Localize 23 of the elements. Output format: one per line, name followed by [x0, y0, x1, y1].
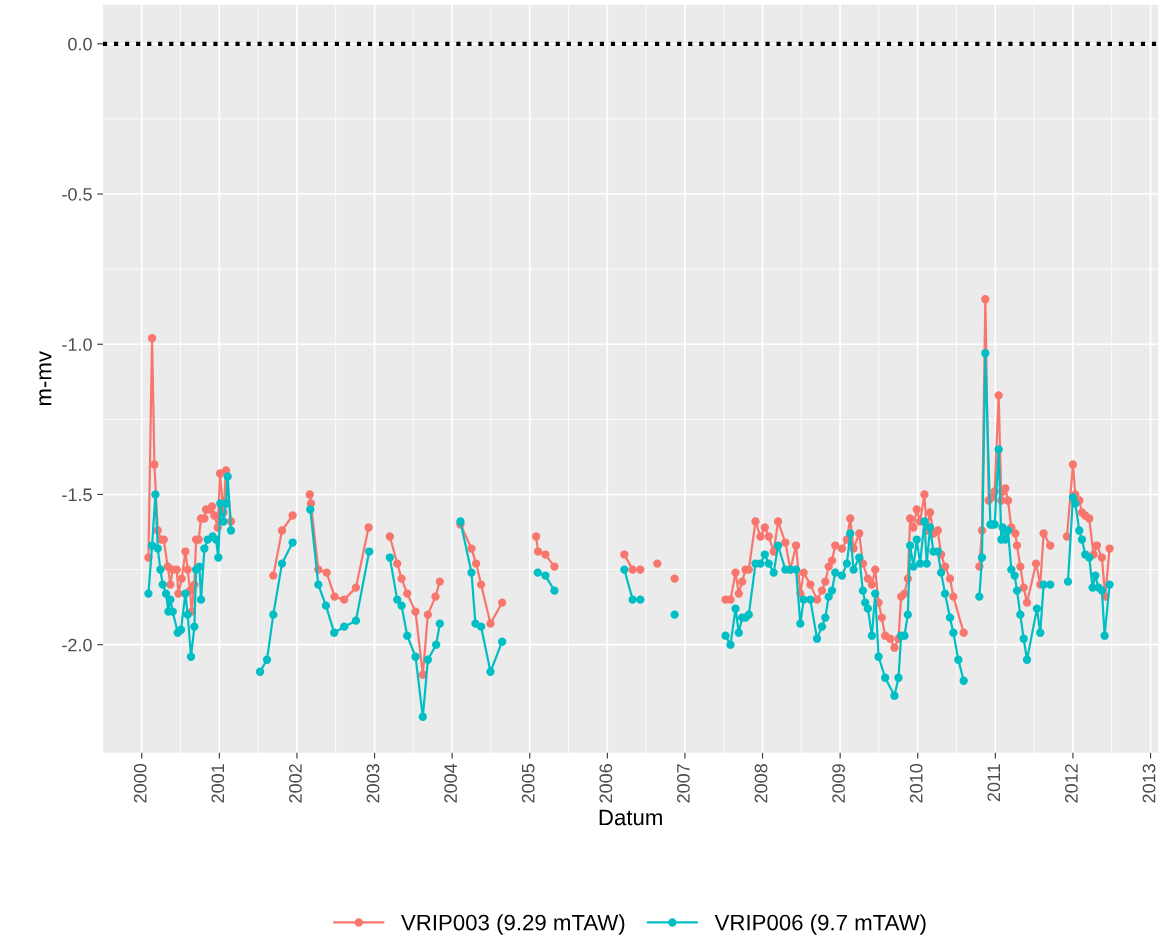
y-tick-label: 0.0 [68, 37, 92, 51]
x-tick-label: 2011 [987, 764, 1001, 802]
x-tick-label: 2008 [754, 764, 768, 803]
x-tick-label: 2006 [599, 764, 613, 803]
x-tick-label: 2000 [133, 763, 147, 803]
x-tick-label: 2012 [1065, 764, 1078, 803]
y-tick-label: -1.0 [62, 338, 92, 351]
x-tick-label: 2004 [444, 763, 457, 803]
legend-label: VRIP003 (9.29 mTAW) [401, 914, 625, 935]
x-tick-label: 2007 [677, 764, 690, 803]
x-tick-label: 2003 [366, 764, 380, 803]
x-tick-label: 2009 [832, 764, 845, 803]
y-axis-title: m-mv [39, 351, 52, 406]
x-tick-label: 2013 [1142, 764, 1156, 803]
x-tick-label: 2005 [521, 764, 535, 803]
y-tick-label: -1.5 [62, 488, 92, 502]
legend-label: VRIP006 (9.7 mTAW) [714, 914, 926, 935]
y-tick-label: -2.0 [62, 638, 92, 652]
x-tick-label: 2001 [211, 764, 225, 803]
y-tick-label: -0.5 [62, 187, 92, 201]
x-tick-label: 2010 [909, 763, 923, 803]
x-tick-label: 2002 [289, 764, 302, 803]
x-axis-title: Datum [599, 809, 662, 826]
